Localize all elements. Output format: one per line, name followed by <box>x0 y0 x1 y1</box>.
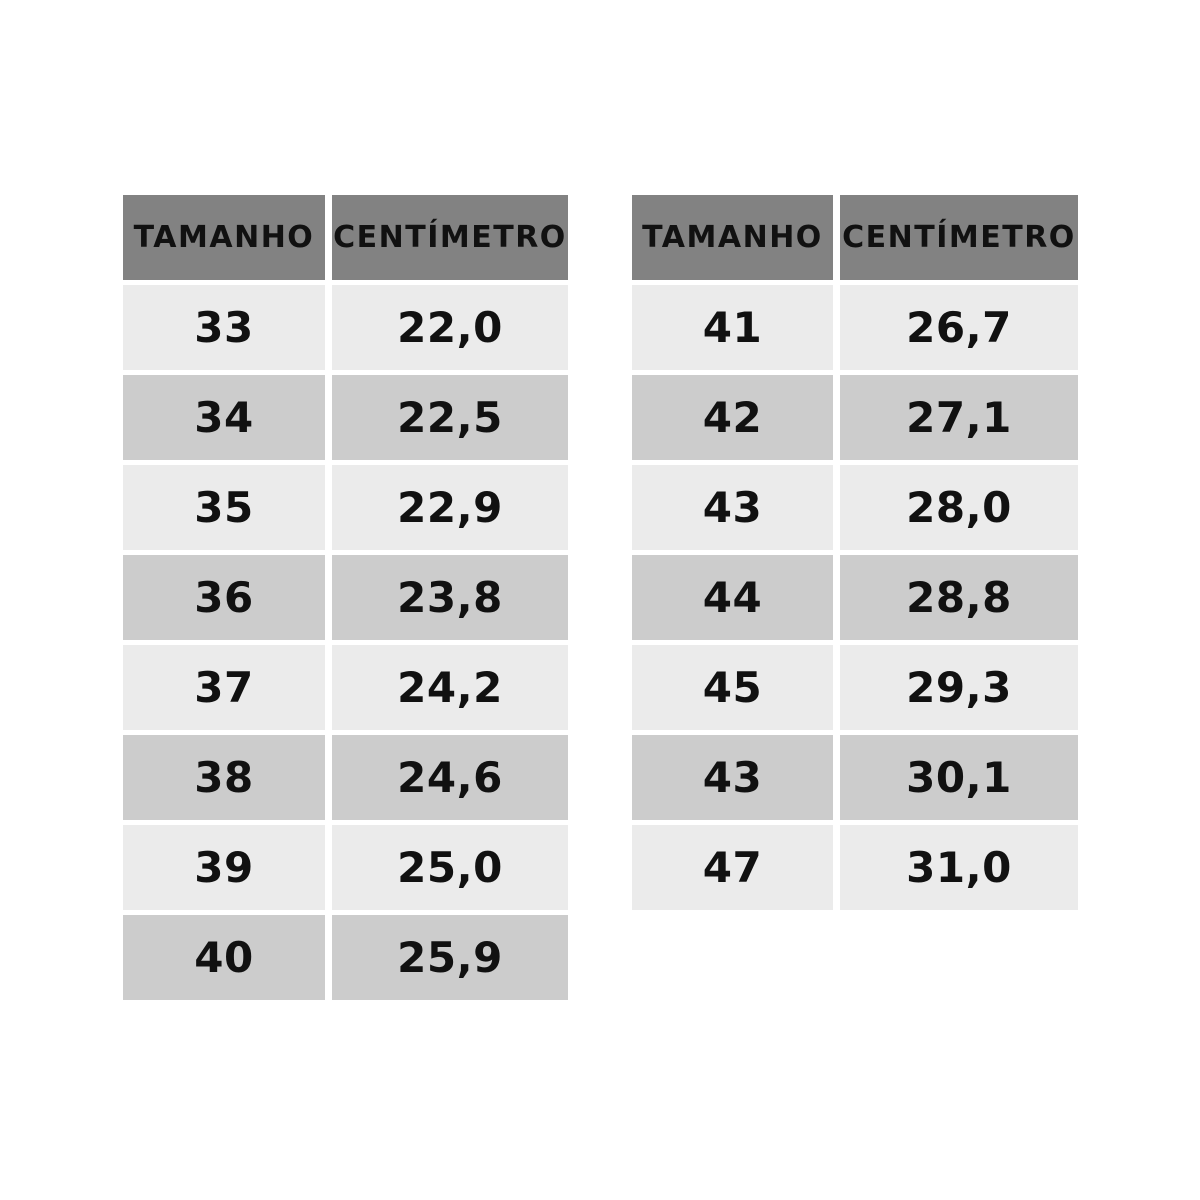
size-cell: 33 <box>123 285 325 370</box>
header-cell-cm: CENTÍMETRO <box>840 195 1078 280</box>
cm-cell: 30,1 <box>840 735 1078 820</box>
size-cell: 40 <box>123 915 325 1000</box>
size-cell: 36 <box>123 555 325 640</box>
cm-cell: 23,8 <box>332 555 568 640</box>
cm-cell: 26,7 <box>840 285 1078 370</box>
header-cell-size: TAMANHO <box>632 195 833 280</box>
cm-cell: 22,5 <box>332 375 568 460</box>
size-cell: 43 <box>632 735 833 820</box>
size-cell: 44 <box>632 555 833 640</box>
header-cell-cm: CENTÍMETRO <box>332 195 568 280</box>
cm-cell: 29,3 <box>840 645 1078 730</box>
size-cell: 45 <box>632 645 833 730</box>
size-cell: 41 <box>632 285 833 370</box>
size-cell: 37 <box>123 645 325 730</box>
size-cell: 42 <box>632 375 833 460</box>
cm-cell: 24,6 <box>332 735 568 820</box>
cm-cell: 27,1 <box>840 375 1078 460</box>
size-table-left: TAMANHO CENTÍMETRO 33 22,0 34 22,5 35 22,9 36 23,… <box>123 195 568 1000</box>
size-cell: 34 <box>123 375 325 460</box>
cm-cell: 28,0 <box>840 465 1078 550</box>
size-cell: 38 <box>123 735 325 820</box>
cm-cell: 28,8 <box>840 555 1078 640</box>
cm-cell: 25,0 <box>332 825 568 910</box>
size-cell: 43 <box>632 465 833 550</box>
size-table-right: TAMANHO CENTÍMETRO 41 26,7 42 27,1 43 28,0 44 28,… <box>632 195 1078 910</box>
cm-cell: 22,9 <box>332 465 568 550</box>
header-cell-size: TAMANHO <box>123 195 325 280</box>
cm-cell: 31,0 <box>840 825 1078 910</box>
cm-cell: 22,0 <box>332 285 568 370</box>
cm-cell: 25,9 <box>332 915 568 1000</box>
size-cell: 35 <box>123 465 325 550</box>
size-cell: 47 <box>632 825 833 910</box>
cm-cell: 24,2 <box>332 645 568 730</box>
size-cell: 39 <box>123 825 325 910</box>
